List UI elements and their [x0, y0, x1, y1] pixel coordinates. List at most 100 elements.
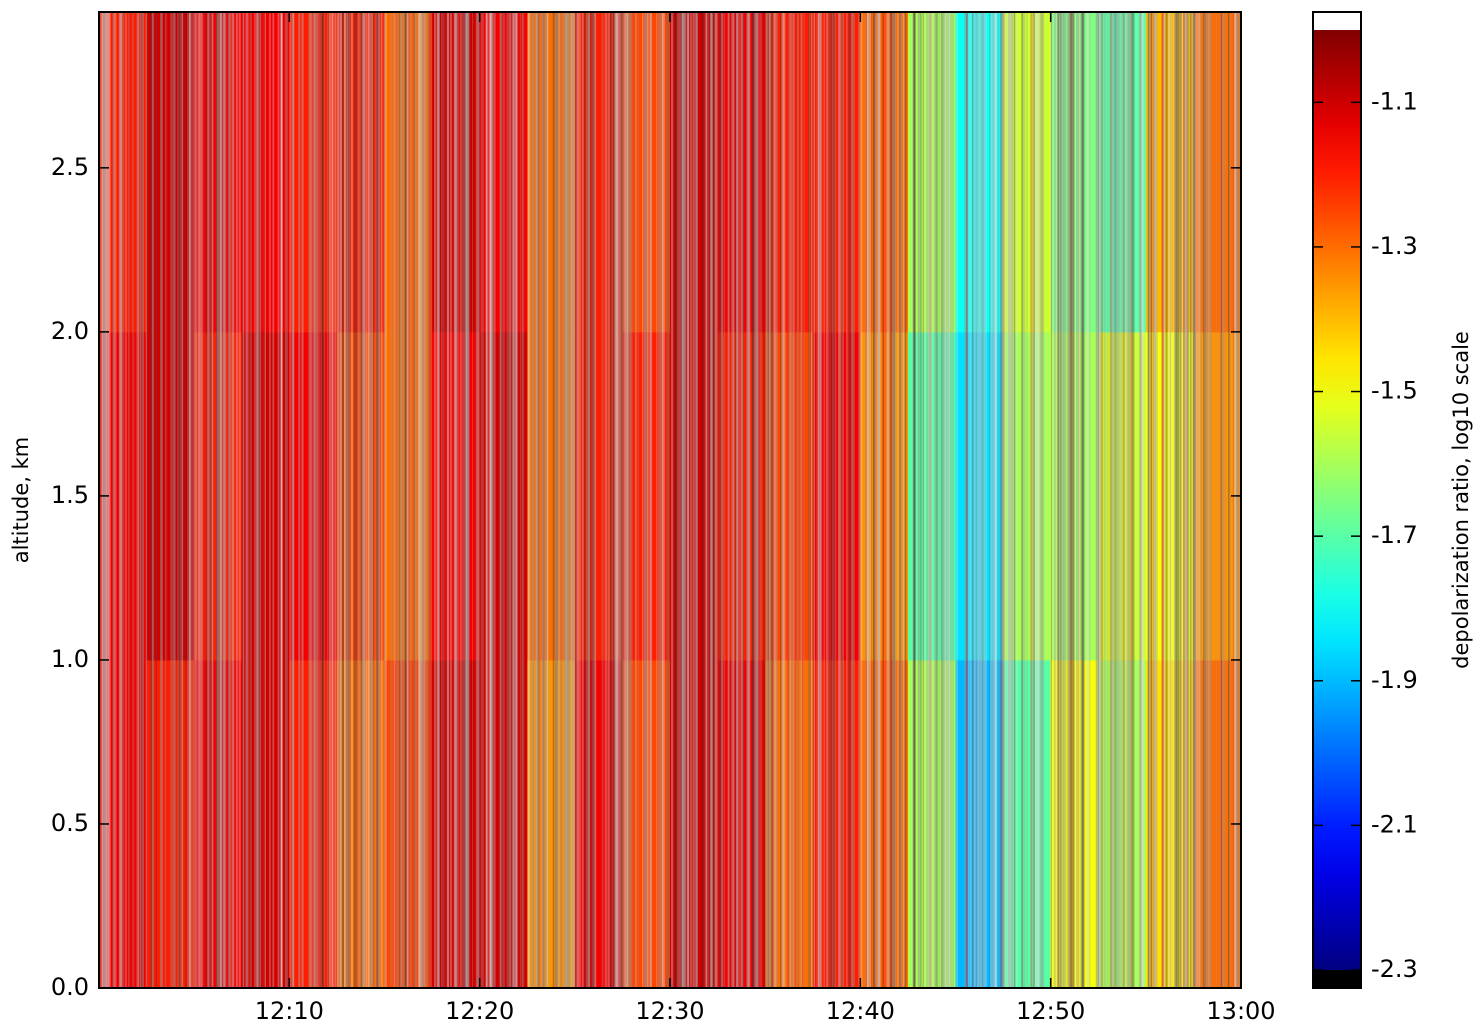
noise-stripe — [1154, 12, 1156, 988]
noise-stripe — [362, 12, 366, 988]
noise-stripe — [965, 12, 969, 988]
noise-stripe — [337, 12, 339, 988]
noise-stripe — [357, 12, 360, 988]
noise-stripe — [428, 12, 431, 988]
noise-stripe — [1138, 12, 1142, 988]
noise-stripe — [418, 12, 421, 988]
noise-stripe — [320, 12, 323, 988]
noise-stripe — [1071, 12, 1074, 988]
noise-stripe — [312, 12, 315, 988]
noise-stripe — [119, 12, 122, 988]
heatmap-cell — [860, 331, 909, 661]
noise-stripe — [515, 12, 519, 988]
noise-stripe — [1133, 12, 1135, 988]
noise-stripe — [384, 12, 387, 988]
noise-stripe — [791, 12, 794, 988]
noise-stripe — [613, 12, 616, 988]
noise-stripe — [1208, 12, 1210, 988]
noise-stripe — [1236, 12, 1239, 988]
noise-stripe — [607, 12, 610, 988]
noise-stripe — [136, 12, 138, 988]
y-tick-label: 1.5 — [51, 481, 89, 509]
noise-stripe — [1237, 12, 1240, 988]
noise-stripe — [393, 12, 396, 988]
noise-stripe — [556, 12, 559, 988]
noise-stripe — [913, 12, 916, 988]
noise-stripe — [139, 12, 142, 988]
noise-stripe — [1176, 12, 1178, 988]
noise-stripe — [500, 12, 503, 988]
noise-stripe — [128, 12, 131, 988]
noise-stripe — [315, 12, 318, 988]
heatmap-cell — [241, 12, 290, 333]
noise-stripe — [626, 12, 630, 988]
noise-stripe — [929, 12, 932, 988]
noise-stripe — [1012, 12, 1015, 988]
noise-stripe — [181, 12, 183, 988]
noise-stripe — [752, 12, 754, 988]
noise-stripe — [337, 12, 339, 988]
noise-stripe — [465, 12, 468, 988]
noise-stripe — [228, 12, 231, 988]
noise-stripe — [847, 12, 850, 988]
colorbar-under — [1313, 970, 1361, 988]
heatmap-cell — [527, 12, 576, 333]
noise-stripe — [1179, 12, 1182, 988]
noise-stripe — [102, 12, 105, 988]
noise-stripe — [878, 12, 881, 988]
noise-stripe — [490, 12, 494, 988]
noise-stripe — [846, 12, 849, 988]
noise-stripe — [1007, 12, 1010, 988]
noise-stripe — [189, 12, 192, 988]
noise-stripe — [1098, 12, 1101, 988]
noise-stripe — [405, 12, 407, 988]
noise-stripe — [768, 12, 771, 988]
noise-stripe — [578, 12, 581, 988]
noise-stripe — [658, 12, 662, 988]
noise-stripe — [1031, 12, 1034, 988]
noise-stripe — [152, 12, 155, 988]
noise-stripe — [105, 12, 107, 988]
noise-stripe — [716, 12, 718, 988]
noise-stripe — [686, 12, 689, 988]
noise-stripe — [1076, 12, 1078, 988]
noise-stripe — [1187, 12, 1190, 988]
noise-stripe — [768, 12, 772, 988]
noise-stripe — [515, 12, 517, 988]
noise-stripe — [866, 12, 869, 988]
noise-stripe — [904, 12, 907, 988]
noise-stripe — [216, 12, 219, 988]
colorbar — [1313, 30, 1361, 970]
noise-stripe — [488, 12, 492, 988]
heatmap-cell — [765, 12, 814, 333]
noise-stripe — [989, 12, 992, 988]
noise-stripe — [629, 12, 632, 988]
y-tick-label: 0.5 — [51, 809, 89, 837]
noise-stripe — [736, 12, 738, 988]
noise-stripe — [1057, 12, 1060, 988]
noise-stripe — [1155, 12, 1158, 988]
noise-stripe — [280, 12, 283, 988]
noise-stripe — [219, 12, 222, 988]
noise-stripe — [503, 12, 505, 988]
noise-stripe — [1197, 12, 1201, 988]
noise-stripe — [1162, 12, 1165, 988]
noise-stripe — [1106, 12, 1109, 988]
noise-stripe — [835, 12, 837, 988]
noise-stripe — [990, 12, 992, 988]
noise-stripe — [977, 12, 979, 988]
noise-stripe — [707, 12, 710, 988]
noise-stripe — [819, 12, 821, 988]
noise-stripe — [1147, 12, 1150, 988]
noise-stripe — [603, 12, 605, 988]
noise-stripe — [420, 12, 423, 988]
noise-stripe — [946, 12, 949, 988]
noise-stripe — [834, 12, 837, 988]
noise-stripe — [173, 12, 176, 988]
heatmap-cell — [146, 659, 195, 988]
noise-stripe — [125, 12, 127, 988]
x-tick-label: 12:10 — [255, 997, 324, 1025]
heatmap-cell — [194, 12, 243, 333]
noise-stripe — [511, 12, 514, 988]
noise-stripe — [625, 12, 627, 988]
